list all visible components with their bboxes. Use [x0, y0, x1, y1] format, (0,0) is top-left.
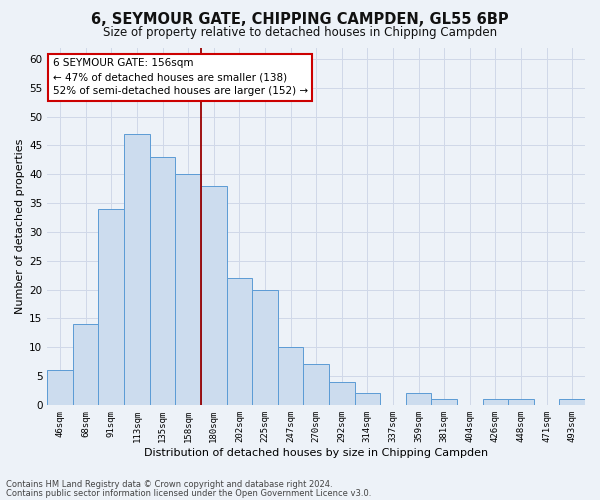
Bar [508, 399, 534, 405]
Bar [201, 186, 227, 405]
Bar [252, 290, 278, 405]
Bar [304, 364, 329, 405]
Bar [329, 382, 355, 405]
Bar [175, 174, 201, 405]
Bar [278, 347, 304, 405]
Bar [47, 370, 73, 405]
Bar [431, 399, 457, 405]
Text: Contains public sector information licensed under the Open Government Licence v3: Contains public sector information licen… [6, 488, 371, 498]
Text: Size of property relative to detached houses in Chipping Campden: Size of property relative to detached ho… [103, 26, 497, 39]
Bar [406, 394, 431, 405]
Bar [150, 157, 175, 405]
Text: Contains HM Land Registry data © Crown copyright and database right 2024.: Contains HM Land Registry data © Crown c… [6, 480, 332, 489]
Text: 6 SEYMOUR GATE: 156sqm
← 47% of detached houses are smaller (138)
52% of semi-de: 6 SEYMOUR GATE: 156sqm ← 47% of detached… [53, 58, 308, 96]
Y-axis label: Number of detached properties: Number of detached properties [15, 138, 25, 314]
Bar [482, 399, 508, 405]
Bar [98, 209, 124, 405]
Bar [559, 399, 585, 405]
Bar [124, 134, 150, 405]
Bar [227, 278, 252, 405]
X-axis label: Distribution of detached houses by size in Chipping Campden: Distribution of detached houses by size … [144, 448, 488, 458]
Bar [355, 394, 380, 405]
Text: 6, SEYMOUR GATE, CHIPPING CAMPDEN, GL55 6BP: 6, SEYMOUR GATE, CHIPPING CAMPDEN, GL55 … [91, 12, 509, 28]
Bar [73, 324, 98, 405]
